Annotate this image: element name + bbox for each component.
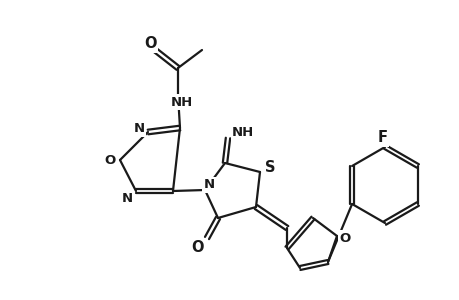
Text: N: N bbox=[121, 191, 132, 205]
Text: F: F bbox=[377, 130, 387, 146]
Text: O: O bbox=[339, 232, 350, 244]
Text: NH: NH bbox=[170, 95, 193, 109]
Text: N: N bbox=[133, 122, 144, 136]
Text: N: N bbox=[203, 178, 214, 191]
Text: S: S bbox=[264, 160, 274, 175]
Text: O: O bbox=[145, 37, 157, 52]
Text: O: O bbox=[191, 239, 204, 254]
Text: O: O bbox=[104, 154, 115, 167]
Text: NH: NH bbox=[231, 127, 253, 140]
